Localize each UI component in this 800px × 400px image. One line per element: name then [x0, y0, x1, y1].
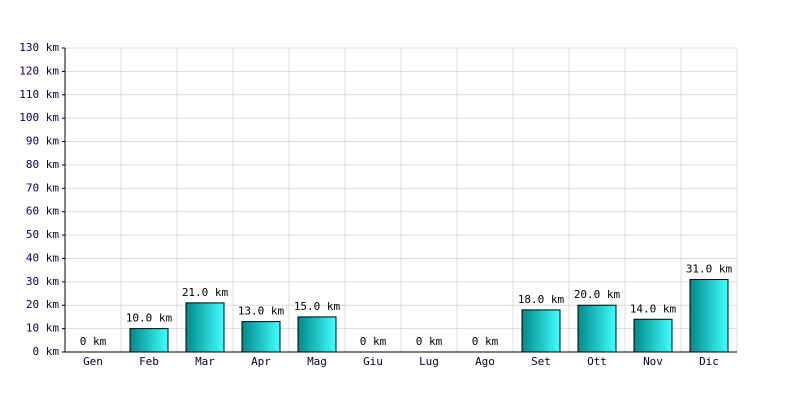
y-tick-label: 10 km: [26, 322, 59, 335]
y-tick-label: 100 km: [19, 111, 59, 124]
value-label: 0 km: [360, 335, 387, 348]
value-label: 31.0 km: [686, 263, 733, 276]
value-label: 20.0 km: [574, 288, 621, 301]
value-label: 0 km: [416, 335, 443, 348]
x-tick-label: Set: [531, 355, 551, 368]
value-label: 21.0 km: [182, 286, 229, 299]
x-tick-label: Giu: [363, 355, 383, 368]
x-tick-label: Mag: [307, 355, 327, 368]
bar: [689, 279, 729, 353]
y-tick-label: 60 km: [26, 205, 59, 218]
bar: [521, 309, 561, 353]
y-tick-label: 110 km: [19, 88, 59, 101]
bar: [129, 328, 169, 353]
y-tick-label: 50 km: [26, 228, 59, 241]
value-label: 15.0 km: [294, 300, 341, 313]
value-label: 0 km: [80, 335, 107, 348]
x-tick-label: Apr: [251, 355, 271, 368]
bar: [297, 316, 337, 353]
x-tick-label: Mar: [195, 355, 215, 368]
value-label: 10.0 km: [126, 312, 173, 325]
bar: [241, 321, 281, 353]
y-tick-label: 130 km: [19, 41, 59, 54]
y-tick-label: 30 km: [26, 275, 59, 288]
y-tick-label: 120 km: [19, 64, 59, 77]
bar: [633, 318, 673, 353]
x-tick-label: Ago: [475, 355, 495, 368]
bar: [185, 302, 225, 353]
value-label: 0 km: [472, 335, 499, 348]
x-tick-label: Ott: [587, 355, 607, 368]
x-tick-label: Gen: [83, 355, 103, 368]
value-label: 18.0 km: [518, 293, 565, 306]
y-tick-label: 20 km: [26, 298, 59, 311]
y-tick-label: 80 km: [26, 158, 59, 171]
value-label: 14.0 km: [630, 302, 677, 315]
value-label: 13.0 km: [238, 305, 285, 318]
y-tick-label: 0 km: [33, 345, 60, 358]
x-tick-label: Feb: [139, 355, 159, 368]
y-tick-label: 90 km: [26, 135, 59, 148]
bar: [577, 304, 617, 353]
y-tick-label: 70 km: [26, 181, 59, 194]
x-tick-label: Dic: [699, 355, 719, 368]
x-tick-label: Lug: [419, 355, 439, 368]
y-tick-label: 40 km: [26, 251, 59, 264]
x-tick-label: Nov: [643, 355, 663, 368]
